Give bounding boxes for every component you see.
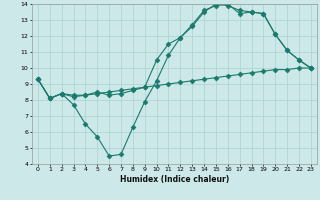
X-axis label: Humidex (Indice chaleur): Humidex (Indice chaleur) [120,175,229,184]
